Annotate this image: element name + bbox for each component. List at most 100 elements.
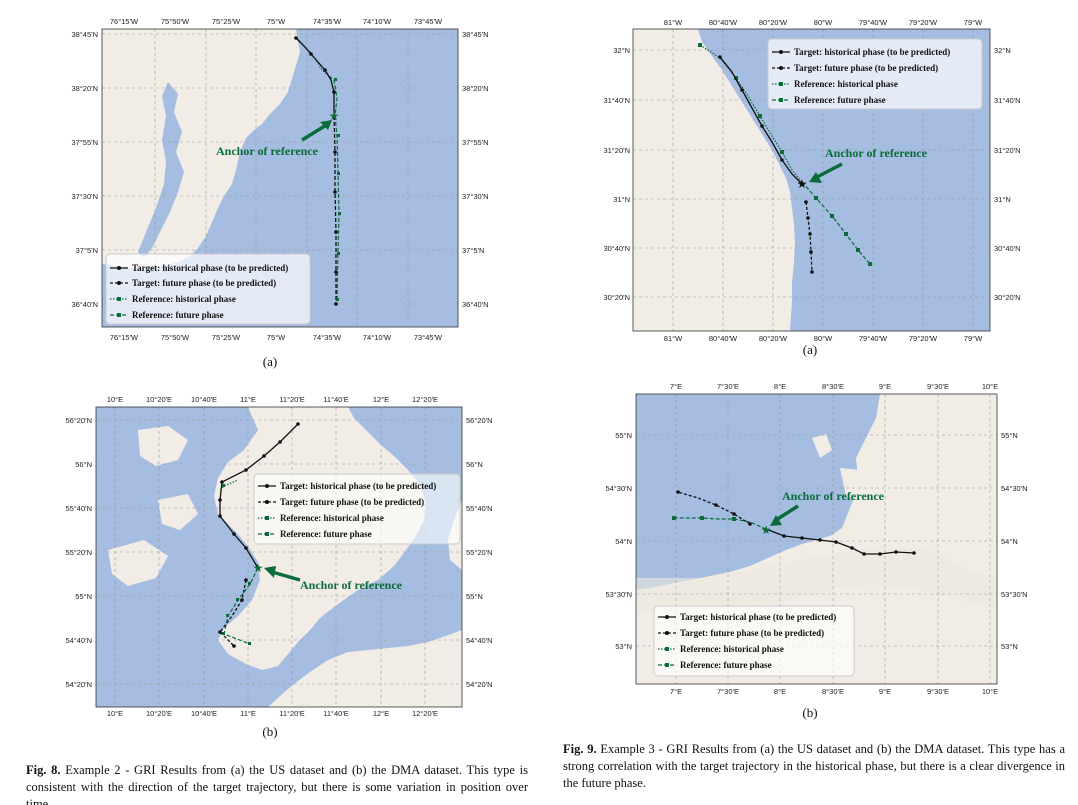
- svg-text:55°N: 55°N: [75, 592, 92, 601]
- svg-text:54°N: 54°N: [615, 537, 632, 546]
- fig9b-map: ★ Anchor of reference Target: historical…: [605, 382, 1028, 696]
- svg-text:10°20'E: 10°20'E: [146, 395, 172, 404]
- svg-text:7°30'E: 7°30'E: [717, 687, 739, 696]
- svg-text:8°E: 8°E: [774, 687, 786, 696]
- svg-text:75°50'W: 75°50'W: [161, 333, 190, 342]
- legend-reff: Reference: future phase: [680, 660, 772, 670]
- svg-text:79°20'W: 79°20'W: [909, 18, 938, 27]
- legend-hist: Target: historical phase (to be predicte…: [280, 481, 436, 491]
- svg-text:81°W: 81°W: [664, 18, 683, 27]
- svg-text:53°N: 53°N: [1001, 642, 1018, 651]
- legend-reff: Reference: future phase: [794, 95, 886, 105]
- legend-refh: Reference: historical phase: [280, 513, 384, 523]
- svg-text:31°40'N: 31°40'N: [603, 96, 630, 105]
- svg-text:11°E: 11°E: [240, 395, 256, 404]
- svg-text:37°5'N: 37°5'N: [462, 246, 484, 255]
- svg-text:79°W: 79°W: [964, 18, 983, 27]
- legend-hist: Target: historical phase (to be predicte…: [794, 47, 950, 57]
- svg-text:37°30'N: 37°30'N: [462, 192, 489, 201]
- svg-text:30°40'N: 30°40'N: [603, 244, 630, 253]
- legend-fut: Target: future phase (to be predicted): [280, 497, 424, 507]
- svg-text:81°W: 81°W: [664, 334, 683, 342]
- svg-text:75°25'W: 75°25'W: [212, 17, 241, 26]
- svg-text:74°35'W: 74°35'W: [313, 17, 342, 26]
- fig8a-label: (a): [262, 354, 278, 369]
- svg-text:36°40'N: 36°40'N: [462, 300, 489, 309]
- svg-text:11°20'E: 11°20'E: [279, 709, 305, 718]
- svg-text:53°30'N: 53°30'N: [1001, 590, 1028, 599]
- svg-text:37°55'N: 37°55'N: [462, 138, 489, 147]
- svg-text:7°30'E: 7°30'E: [717, 382, 739, 391]
- svg-text:79°40'W: 79°40'W: [859, 334, 888, 342]
- fig8-caption-text: Example 2 - GRI Results from (a) the US …: [26, 763, 528, 805]
- fig9-caption: Fig. 9. Example 3 - GRI Results from (a)…: [563, 741, 1065, 792]
- svg-text:31°N: 31°N: [994, 195, 1011, 204]
- fig9b-label: (b): [802, 705, 818, 720]
- fig9-panel-a: ★ Anchor of reference Target: historical…: [580, 12, 1050, 342]
- fig8-caption-label: Fig. 8.: [26, 763, 61, 777]
- svg-text:54°40'N: 54°40'N: [65, 636, 92, 645]
- fig8b-label: (b): [262, 724, 278, 739]
- svg-text:56°N: 56°N: [466, 460, 483, 469]
- svg-text:31°20'N: 31°20'N: [994, 146, 1021, 155]
- svg-text:10°40'E: 10°40'E: [191, 709, 217, 718]
- svg-text:54°20'N: 54°20'N: [65, 680, 92, 689]
- svg-text:38°45'N: 38°45'N: [462, 30, 489, 39]
- svg-text:79°W: 79°W: [964, 334, 983, 342]
- svg-text:30°20'N: 30°20'N: [603, 293, 630, 302]
- svg-text:38°45'N: 38°45'N: [71, 30, 98, 39]
- anchor-label: Anchor of reference: [300, 578, 403, 592]
- svg-text:74°35'W: 74°35'W: [313, 333, 342, 342]
- svg-text:36°40'N: 36°40'N: [71, 300, 98, 309]
- svg-text:10°E: 10°E: [982, 687, 998, 696]
- svg-text:56°20'N: 56°20'N: [65, 416, 92, 425]
- svg-text:80°40'W: 80°40'W: [709, 18, 738, 27]
- fig8a-map: ★ Anchor of reference Target: historical…: [71, 17, 489, 342]
- svg-text:75°W: 75°W: [267, 17, 286, 26]
- svg-text:79°20'W: 79°20'W: [909, 334, 938, 342]
- svg-text:79°40'W: 79°40'W: [859, 18, 888, 27]
- svg-text:37°5'N: 37°5'N: [76, 246, 98, 255]
- svg-text:8°30'E: 8°30'E: [822, 687, 844, 696]
- svg-text:31°40'N: 31°40'N: [994, 96, 1021, 105]
- svg-text:53°30'N: 53°30'N: [605, 590, 632, 599]
- svg-text:12°20'E: 12°20'E: [412, 395, 438, 404]
- svg-text:9°30'E: 9°30'E: [927, 687, 949, 696]
- fig8-panel-a: ★ Anchor of reference Target: historical…: [48, 12, 498, 350]
- svg-text:11°E: 11°E: [240, 709, 256, 718]
- svg-text:55°20'N: 55°20'N: [466, 548, 493, 557]
- svg-text:54°N: 54°N: [1001, 537, 1018, 546]
- svg-text:32°N: 32°N: [613, 46, 630, 55]
- fig9-caption-text: Example 3 - GRI Results from (a) the US …: [563, 742, 1065, 790]
- anchor-label: Anchor of reference: [825, 146, 928, 160]
- legend-refh: Reference: historical phase: [680, 644, 784, 654]
- fig9-caption-label: Fig. 9.: [563, 742, 597, 756]
- svg-text:76°15'W: 76°15'W: [110, 17, 139, 26]
- svg-text:10°E: 10°E: [982, 382, 998, 391]
- svg-text:11°40'E: 11°40'E: [323, 395, 349, 404]
- anchor-label: Anchor of reference: [782, 489, 885, 503]
- svg-text:73°45'W: 73°45'W: [414, 17, 443, 26]
- svg-text:9°E: 9°E: [879, 687, 891, 696]
- svg-text:31°20'N: 31°20'N: [603, 146, 630, 155]
- svg-text:12°E: 12°E: [373, 395, 389, 404]
- svg-text:75°25'W: 75°25'W: [212, 333, 241, 342]
- svg-text:55°20'N: 55°20'N: [65, 548, 92, 557]
- svg-text:54°40'N: 54°40'N: [466, 636, 493, 645]
- svg-text:32°N: 32°N: [994, 46, 1011, 55]
- legend-hist: Target: historical phase (to be predicte…: [132, 263, 288, 273]
- svg-text:11°20'E: 11°20'E: [279, 395, 305, 404]
- svg-text:★: ★: [761, 523, 772, 537]
- svg-text:73°45'W: 73°45'W: [414, 333, 443, 342]
- svg-text:★: ★: [329, 109, 340, 123]
- legend-refh: Reference: historical phase: [794, 79, 898, 89]
- fig8b-map: ★ Anchor of reference Target: historical…: [65, 395, 493, 718]
- svg-text:74°10'W: 74°10'W: [363, 17, 392, 26]
- svg-text:55°40'N: 55°40'N: [466, 504, 493, 513]
- svg-text:56°N: 56°N: [75, 460, 92, 469]
- fig9-panel-b: ★ Anchor of reference Target: historical…: [580, 378, 1050, 702]
- svg-text:54°30'N: 54°30'N: [605, 484, 632, 493]
- svg-text:54°20'N: 54°20'N: [466, 680, 493, 689]
- svg-text:10°20'E: 10°20'E: [146, 709, 172, 718]
- svg-text:11°40'E: 11°40'E: [323, 709, 349, 718]
